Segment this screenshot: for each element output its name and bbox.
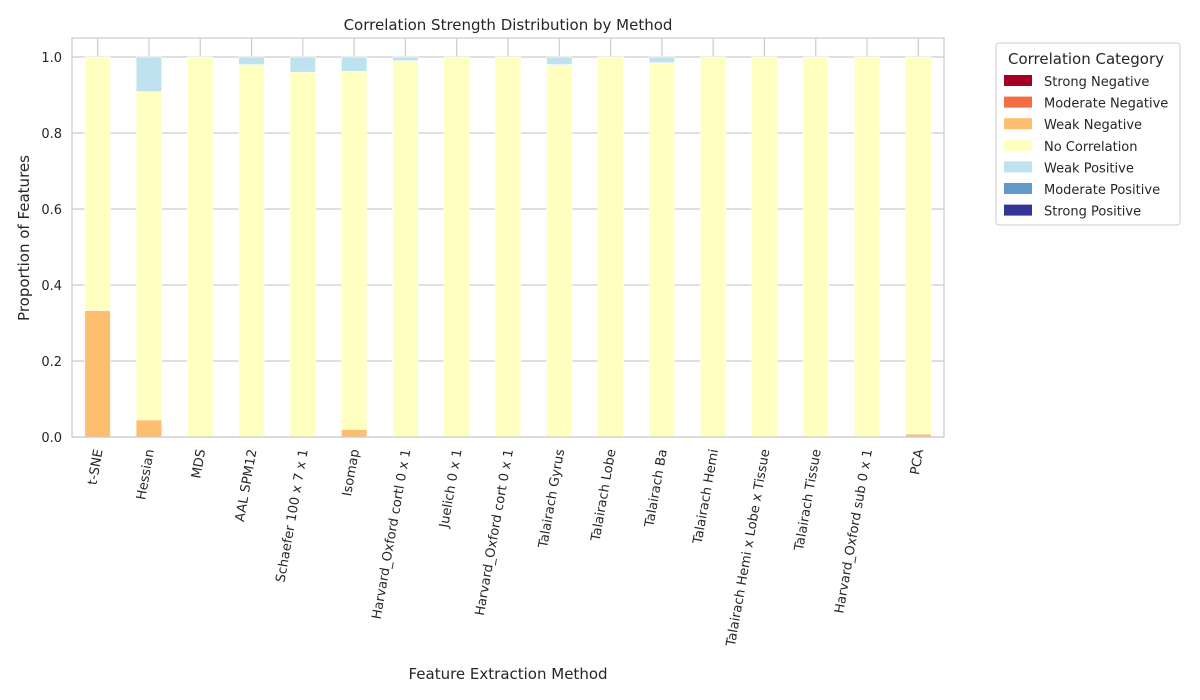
legend-title: Correlation Category xyxy=(1008,50,1164,68)
bar-segment xyxy=(187,56,214,438)
bar-segment xyxy=(751,56,778,438)
bar-segment xyxy=(700,56,727,438)
bar-segment xyxy=(84,56,111,311)
x-tick-label: Hessian xyxy=(134,448,158,501)
y-tick-label: 0.2 xyxy=(41,355,62,370)
legend-box xyxy=(995,42,1181,226)
legend-swatch xyxy=(1004,183,1032,194)
x-tick-label: t-SNE xyxy=(86,448,107,486)
legend-entry: Weak Negative xyxy=(1044,118,1142,133)
x-axis-label: Feature Extraction Method xyxy=(408,665,607,683)
legend-entry: Moderate Negative xyxy=(1044,97,1168,112)
bar-segment xyxy=(546,56,573,65)
bar-segment xyxy=(494,56,522,438)
bar-segment xyxy=(135,91,163,421)
bar-segment xyxy=(597,56,624,438)
bar-segment xyxy=(392,56,419,62)
bar-segment xyxy=(135,56,163,92)
x-tick-label: MDS xyxy=(189,448,209,480)
x-tick-label: Talairach Lobe xyxy=(588,448,619,543)
bar-segment xyxy=(648,56,676,63)
bar-segment xyxy=(392,60,419,438)
legend-entry: Moderate Positive xyxy=(1044,183,1160,198)
x-tick-label: Harvard_Oxford cortl 0 x 1 xyxy=(370,448,415,620)
chart-title: Correlation Strength Distribution by Met… xyxy=(344,16,673,34)
bar-segment xyxy=(905,56,932,435)
bar-segment xyxy=(340,56,368,72)
bars xyxy=(84,56,932,438)
y-tick-label: 0.0 xyxy=(41,431,62,446)
bar-segment xyxy=(546,64,573,438)
bar-segment xyxy=(340,429,368,438)
x-tick-label: Schaefer 100 x 7 x 1 xyxy=(274,448,312,583)
bar-segment xyxy=(238,56,265,65)
legend-swatch xyxy=(1004,204,1032,216)
legend-entry: Weak Positive xyxy=(1044,161,1134,176)
legend-entry: Strong Positive xyxy=(1044,205,1141,220)
x-tick-label: Talairach Gyrus xyxy=(536,448,568,550)
bar-segment xyxy=(238,64,265,438)
y-tick-label: 0.8 xyxy=(41,127,62,142)
legend-entry: No Correlation xyxy=(1044,140,1138,155)
x-tick-label: Talairach Hemi xyxy=(691,448,723,546)
y-axis-label: Proportion of Features xyxy=(15,155,33,321)
legend-swatch xyxy=(1004,161,1032,173)
bar-segment xyxy=(853,56,881,438)
x-tick-label: PCA xyxy=(908,448,927,476)
legend-entry: Strong Negative xyxy=(1044,75,1149,90)
bar-segment xyxy=(135,419,163,438)
bar-segment xyxy=(443,56,470,438)
bar-segment xyxy=(340,71,368,430)
x-tick-label: Juelich 0 x 1 xyxy=(437,448,466,530)
x-tick-labels: t-SNE Hessian MDS AAL SPM12 Schaefer 100 x 7… xyxy=(86,448,928,649)
bar-segment xyxy=(289,56,316,73)
legend-swatch xyxy=(1004,75,1032,86)
legend-swatch xyxy=(1004,139,1032,151)
y-tick-label: 1.0 xyxy=(41,51,62,66)
x-tick-label: Harvard_Oxford cort 0 x 1 xyxy=(473,448,517,617)
x-tick-label: Talairach Ba xyxy=(642,448,671,529)
x-tick-label: Harvard_Oxford sub 0 x 1 xyxy=(832,448,876,615)
bar-segment xyxy=(84,310,111,438)
legend-swatch xyxy=(1004,96,1032,108)
legend-swatch xyxy=(1004,118,1032,130)
y-tick-label: 0.4 xyxy=(41,279,62,294)
x-tick-label: Isomap xyxy=(340,448,363,497)
x-tick-label: Talairach Tissue xyxy=(792,448,825,553)
legend: Correlation Category Strong Negative Mode… xyxy=(995,42,1181,226)
bar-segment xyxy=(802,56,829,438)
y-tick-labels: 0.0 0.2 0.4 0.6 0.8 1.0 xyxy=(41,51,62,446)
plot-frame xyxy=(71,37,945,438)
bar-segment xyxy=(289,71,316,438)
bar-segment xyxy=(648,62,676,438)
x-tick-label: Talairach Hemi x Lobe x Tissue xyxy=(724,448,774,648)
x-tick-label: AAL SPM12 xyxy=(233,448,261,523)
y-tick-label: 0.6 xyxy=(41,203,62,218)
